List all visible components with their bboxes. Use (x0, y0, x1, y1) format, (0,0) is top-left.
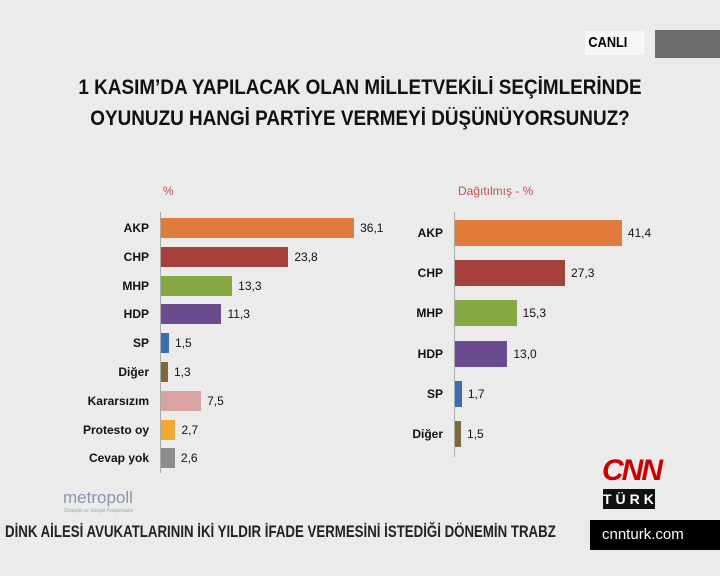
category-label: HDP (417, 346, 443, 361)
bar (161, 275, 233, 296)
value-label: 7,5 (207, 393, 224, 408)
value-label: 11,3 (227, 307, 250, 322)
live-label: CANLI (585, 31, 645, 55)
value-label: 36,1 (360, 221, 384, 235)
cnn-logo: CNN (602, 454, 663, 487)
category-label: CHP (417, 266, 443, 281)
value-label: 13,0 (513, 346, 537, 361)
turk-logo: TÜRK (603, 489, 658, 509)
live-bar (655, 30, 720, 58)
title-line-2: OYUNUZU HANGİ PARTİYE VERMEYİ DÜŞÜNÜYORS… (90, 107, 630, 130)
bar (161, 448, 175, 469)
chart-1-axis (454, 212, 455, 458)
value-label: 23,8 (294, 249, 318, 264)
news-ticker: DİNK AİLESİ AVUKATLARININ İKİ YILDIR İFA… (5, 522, 556, 541)
chart-0-axis (160, 212, 161, 474)
category-label: MHP (416, 306, 443, 321)
bar (455, 300, 517, 327)
bar (161, 304, 222, 325)
category-label: Protesto oy (82, 422, 149, 437)
bar (455, 421, 462, 447)
bar (161, 218, 355, 238)
category-label: AKP (417, 226, 443, 240)
bar (455, 340, 508, 367)
value-label: 27,3 (571, 266, 595, 281)
bar (455, 380, 462, 407)
left-chart-subtitle: % (163, 184, 174, 198)
bar (161, 246, 289, 267)
site-url: cnnturk.com (590, 520, 720, 550)
bar (161, 419, 176, 440)
value-label: 1,5 (175, 336, 192, 351)
value-label: 2,6 (180, 451, 198, 466)
bar (161, 390, 202, 411)
metropoll-tagline: Stratejik ve Sosyal Araştırmalar (64, 508, 134, 514)
category-label: Cevap yok (88, 451, 149, 466)
metropoll-logo: metropoll (63, 488, 133, 508)
category-label: HDP (123, 307, 149, 322)
category-label: AKP (123, 221, 149, 235)
title-line-1: 1 KASIM’DA YAPILACAK OLAN MİLLETVEKİLİ S… (78, 76, 642, 99)
category-label: MHP (122, 278, 149, 293)
category-label: CHP (123, 249, 149, 264)
metropoll-text: metropoll (63, 488, 133, 507)
value-label: 15,3 (522, 306, 547, 321)
value-label: 1,5 (467, 427, 484, 441)
category-label: Diğer (412, 427, 443, 441)
right-chart-subtitle: Dağıtılmış - % (458, 184, 534, 198)
value-label: 13,3 (238, 278, 262, 293)
bar (161, 333, 170, 354)
bar (161, 362, 168, 382)
bar (455, 260, 566, 287)
category-label: SP (132, 336, 149, 351)
category-label: SP (426, 386, 443, 401)
value-label: 41,4 (627, 226, 652, 240)
category-label: Kararsızım (87, 393, 149, 408)
category-label: Diğer (118, 365, 149, 379)
bar (455, 220, 622, 246)
value-label: 2,7 (181, 422, 199, 437)
value-label: 1,3 (173, 365, 191, 379)
value-label: 1,7 (467, 386, 485, 401)
